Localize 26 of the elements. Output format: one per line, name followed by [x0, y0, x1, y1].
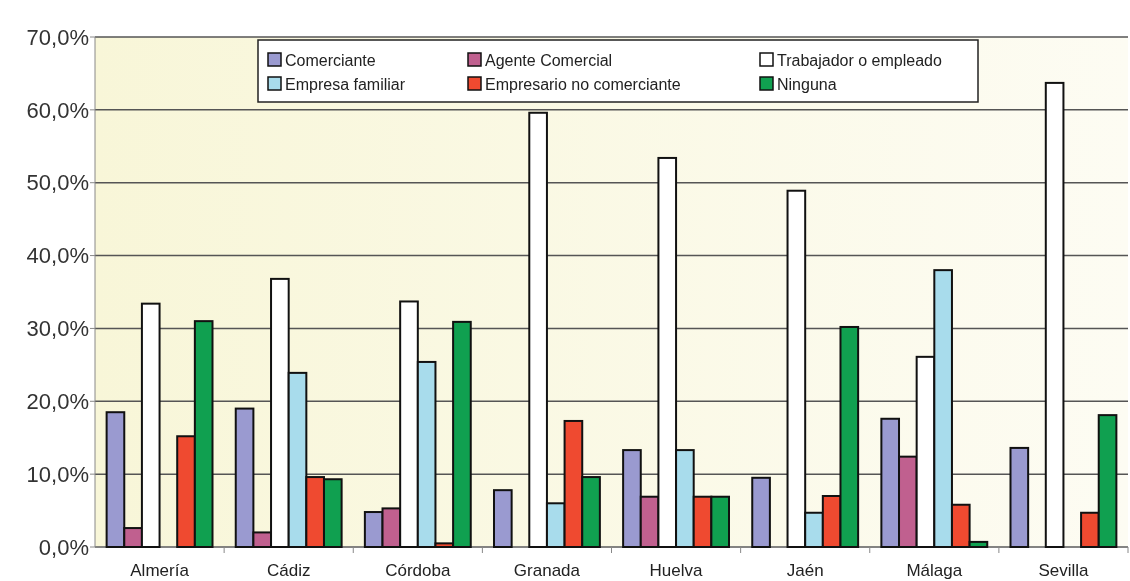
y-tick-label: 40,0% — [26, 243, 89, 269]
legend-label: Comerciante — [285, 51, 376, 69]
x-tick-label: Huelva — [649, 561, 704, 580]
y-tick-label: 70,0% — [26, 24, 89, 50]
x-tick-label: Almería — [130, 561, 190, 580]
y-tick-label: 30,0% — [26, 316, 89, 342]
bar — [1044, 81, 1065, 548]
y-tick-label: 10,0% — [26, 461, 89, 487]
bar — [751, 476, 771, 548]
legend-label: Ninguna — [777, 75, 837, 93]
bar — [1009, 446, 1030, 548]
x-tick-label: Granada — [513, 561, 581, 580]
bar — [493, 489, 513, 548]
y-tick-label: 20,0% — [26, 388, 89, 414]
legend-label: Agente Comercial — [485, 51, 613, 69]
legend-label: Empresario no comerciante — [485, 75, 681, 93]
legend-label: Trabajador o empleado — [777, 51, 942, 69]
y-tick-label: 50,0% — [26, 170, 89, 196]
x-tick-label: Málaga — [906, 561, 963, 580]
legend-label: Empresa familiar — [285, 75, 406, 93]
x-tick-label: Cádiz — [266, 561, 311, 580]
x-tick-label: Jaén — [786, 561, 824, 580]
x-tick-label: Sevilla — [1038, 561, 1090, 580]
y-tick-label: 0,0% — [38, 534, 89, 560]
x-tick-label: Córdoba — [385, 561, 451, 580]
y-tick-label: 60,0% — [26, 97, 89, 123]
